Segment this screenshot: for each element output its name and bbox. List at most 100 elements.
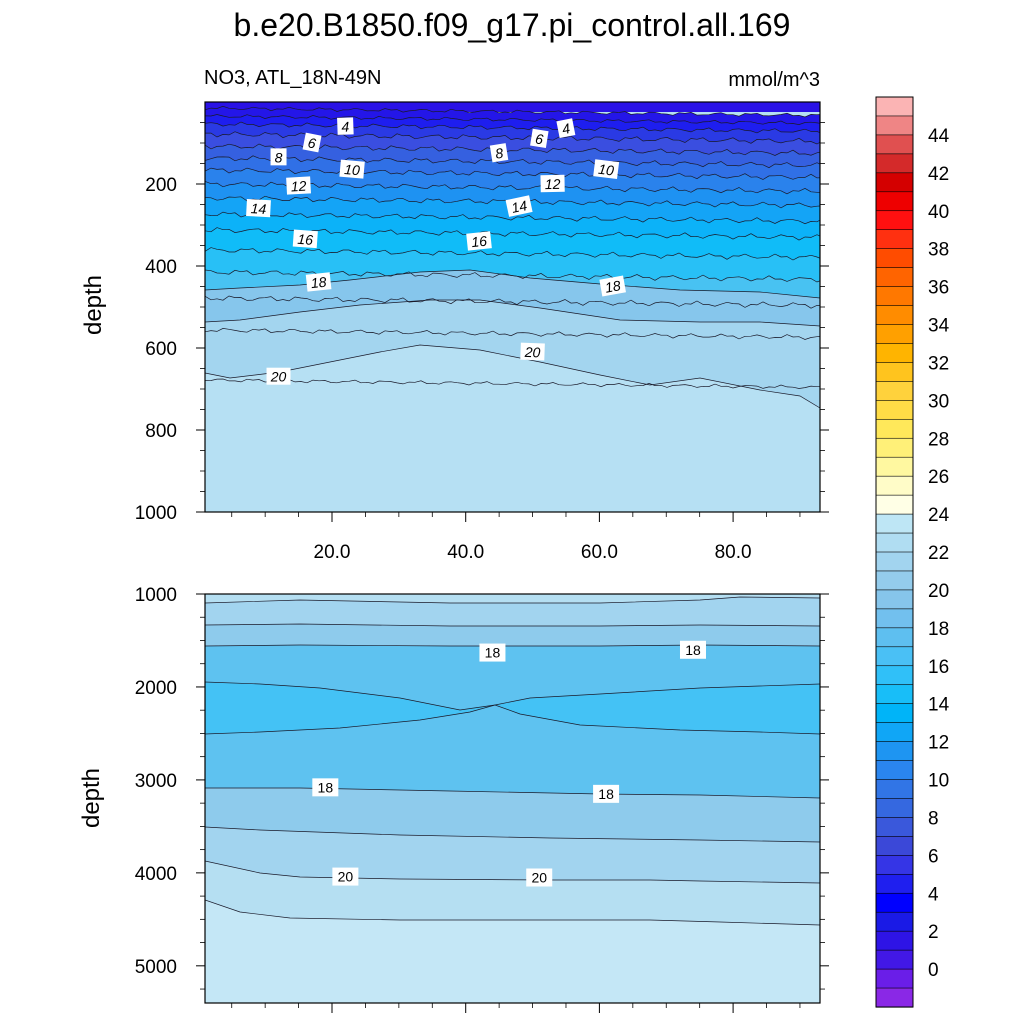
- colorbar-label: 22: [928, 543, 949, 564]
- colorbar-swatch: [875, 343, 914, 364]
- colorbar-swatch: [875, 153, 914, 174]
- lower-contour-line: [205, 623, 820, 627]
- lower-contour-line: [205, 704, 820, 735]
- upper-contour-label: 18: [305, 272, 332, 292]
- colorbar-swatch: [875, 324, 914, 345]
- svg-text:8: 8: [494, 145, 504, 162]
- upper-contour-label: 12: [540, 174, 565, 193]
- colorbar-label: 20: [928, 581, 949, 602]
- upper-contour-label: 14: [505, 195, 533, 217]
- lower-contour-line: [205, 644, 820, 647]
- upper-contour-line: [205, 211, 820, 225]
- colorbar-swatch: [875, 475, 914, 496]
- colorbar-swatch: [875, 248, 914, 269]
- upper-contour-label: 10: [339, 159, 365, 179]
- lower-contour-line: [205, 681, 820, 711]
- upper-contour-label: 6: [530, 128, 549, 149]
- colorbar-swatch: [875, 172, 914, 193]
- colorbar-swatch: [875, 817, 914, 837]
- colorbar-swatch: [875, 968, 914, 989]
- colorbar-swatch: [875, 96, 914, 117]
- upper-contour-label: 20: [266, 367, 291, 385]
- lower-frame: [204, 593, 821, 1004]
- lower-contour-line: [205, 826, 820, 843]
- colorbar-swatch: [875, 456, 914, 477]
- svg-text:16: 16: [297, 231, 314, 248]
- colorbar-label: 26: [928, 467, 949, 488]
- colorbar-swatch: [875, 210, 914, 231]
- colorbar-frame: [875, 96, 914, 1008]
- svg-text:20: 20: [531, 870, 547, 886]
- colorbar-swatch: [875, 608, 914, 629]
- subtitle-right: mmol/m^3: [728, 69, 820, 91]
- colorbar-label: 10: [928, 771, 949, 792]
- colorbar-label: 18: [928, 619, 949, 640]
- svg-text:20: 20: [338, 869, 354, 885]
- lower-contour-line: [205, 596, 820, 604]
- colorbar-swatch: [875, 551, 914, 572]
- lower-y-tick-label: 1000: [135, 585, 177, 606]
- colorbar-swatch: [875, 115, 914, 136]
- svg-text:18: 18: [310, 274, 327, 292]
- lower-y-tick-label: 3000: [135, 771, 177, 792]
- colorbar-label: 24: [928, 505, 950, 526]
- colorbar-label: 36: [928, 278, 949, 299]
- colorbar-label: 30: [928, 391, 949, 412]
- upper-y-tick-label: 1000: [135, 503, 177, 524]
- upper-contour-line: [205, 105, 820, 118]
- colorbar-label: 8: [928, 808, 939, 829]
- colorbar-label: 42: [928, 164, 949, 185]
- colorbar-swatch: [875, 437, 914, 458]
- colorbar-swatch: [875, 229, 914, 250]
- upper-contour-label: 4: [556, 118, 576, 139]
- lower-contour-line: [205, 860, 820, 884]
- lower-contour-label: 18: [312, 778, 339, 797]
- svg-text:18: 18: [485, 645, 501, 661]
- subtitle-left: NO3, ATL_18N-49N: [204, 67, 382, 89]
- upper-y-tick-label: 200: [145, 175, 177, 196]
- colorbar-swatch: [875, 911, 914, 932]
- colorbar-label: 14: [928, 695, 950, 716]
- svg-text:16: 16: [470, 233, 487, 251]
- colorbar-swatch: [875, 855, 914, 875]
- colorbar-swatch: [875, 494, 914, 515]
- colorbar-label: 28: [928, 429, 949, 450]
- lower-band: [205, 900, 820, 1003]
- upper-x-tick-label: 40.0: [447, 542, 484, 563]
- colorbar-label: 16: [928, 657, 949, 678]
- upper-contour-label: 8: [270, 148, 287, 166]
- upper-x-tick-label: 60.0: [581, 542, 618, 563]
- upper-x-tick-label: 20.0: [314, 542, 351, 563]
- colorbar-swatch: [875, 589, 914, 610]
- upper-y-tick-label: 600: [145, 339, 177, 360]
- svg-text:12: 12: [290, 178, 307, 195]
- upper-y-tick-label: 400: [145, 257, 177, 278]
- svg-text:4: 4: [561, 120, 572, 137]
- colorbar-swatch: [875, 987, 914, 1008]
- colorbar-label: 34: [928, 316, 950, 337]
- svg-text:14: 14: [510, 197, 529, 216]
- colorbar-label: 2: [928, 922, 939, 943]
- svg-text:8: 8: [275, 149, 283, 165]
- colorbar-swatch: [875, 627, 914, 648]
- svg-text:18: 18: [604, 277, 622, 295]
- colorbar-swatch: [875, 798, 914, 819]
- chart-title: b.e20.B1850.f09_g17.pi_control.all.169: [234, 7, 791, 43]
- upper-contour-line: [205, 378, 820, 389]
- upper-contour-label: 4: [337, 117, 354, 135]
- svg-text:10: 10: [597, 161, 615, 179]
- upper-contour-label: 8: [489, 143, 509, 163]
- colorbar-swatch: [875, 400, 914, 420]
- svg-text:18: 18: [685, 642, 701, 658]
- colorbar-swatch: [875, 513, 914, 534]
- upper-contour-label: 16: [292, 229, 318, 249]
- lower-y-tick-label: 2000: [135, 678, 177, 699]
- svg-text:14: 14: [250, 200, 267, 217]
- colorbar-swatch: [875, 949, 914, 970]
- lower-contour-label: 18: [679, 640, 706, 659]
- upper-contour-label: 10: [593, 159, 620, 180]
- colorbar-swatch: [875, 760, 914, 781]
- upper-contour-line: [205, 247, 820, 261]
